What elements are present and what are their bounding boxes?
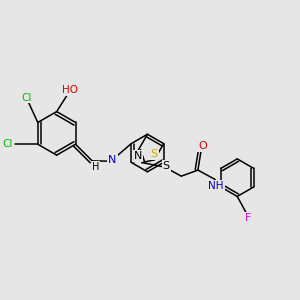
Text: S: S: [151, 149, 158, 159]
Text: NH: NH: [208, 181, 224, 191]
Text: O: O: [198, 141, 207, 151]
Text: N: N: [134, 151, 142, 161]
Text: Cl: Cl: [2, 139, 13, 149]
Text: N: N: [108, 155, 117, 165]
Text: HO: HO: [62, 85, 78, 95]
Text: F: F: [245, 213, 251, 223]
Text: S: S: [163, 161, 170, 171]
Text: H: H: [92, 162, 100, 172]
Text: Cl: Cl: [21, 93, 32, 103]
